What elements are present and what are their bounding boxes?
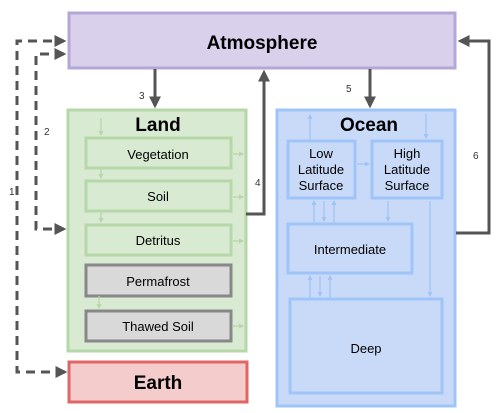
intermediate-box xyxy=(286,222,414,275)
soil-label: Soil xyxy=(147,189,169,204)
flow-4-label: 4 xyxy=(255,178,261,189)
soil-box xyxy=(84,179,233,213)
flow-2-label: 2 xyxy=(44,127,50,138)
flow-1-label: 1 xyxy=(9,187,15,198)
deep-label: Deep xyxy=(350,341,381,356)
atmosphere-label: Atmosphere xyxy=(207,33,318,54)
vegetation-label: Vegetation xyxy=(127,147,188,162)
permafrost-box xyxy=(84,263,233,298)
high-latitude-surface-label: High Latitude Surface xyxy=(384,146,430,193)
flow-4-arrow xyxy=(246,69,270,216)
vegetation-box xyxy=(84,136,233,170)
flow-5-label: 5 xyxy=(346,84,352,95)
deep-box xyxy=(288,297,444,395)
flow-6-label: 6 xyxy=(473,151,479,162)
thawed-soil-label: Thawed Soil xyxy=(122,319,194,334)
intermediate-label: Intermediate xyxy=(314,242,386,257)
earth-box xyxy=(67,360,249,404)
earth-label: Earth xyxy=(134,373,183,394)
ocean-internal-arrows xyxy=(307,113,433,299)
flow-1-arrow xyxy=(15,35,68,378)
ocean-label: Ocean xyxy=(340,115,398,136)
land-label: Land xyxy=(135,115,180,136)
detritus-label: Detritus xyxy=(136,233,181,248)
low-latitude-surface-box xyxy=(286,139,357,200)
low-latitude-surface-label: Low Latitude Surface xyxy=(298,146,344,193)
thawed-soil-box xyxy=(84,309,233,343)
atmosphere-box xyxy=(67,11,457,70)
permafrost-label: Permafrost xyxy=(126,274,190,289)
flow-2-arrow xyxy=(34,48,67,235)
land-internal-arrows xyxy=(96,118,245,329)
detritus-box xyxy=(84,223,233,257)
flow-6-arrow xyxy=(456,35,491,235)
flow-3-label: 3 xyxy=(139,91,145,102)
high-latitude-surface-box xyxy=(370,139,444,200)
